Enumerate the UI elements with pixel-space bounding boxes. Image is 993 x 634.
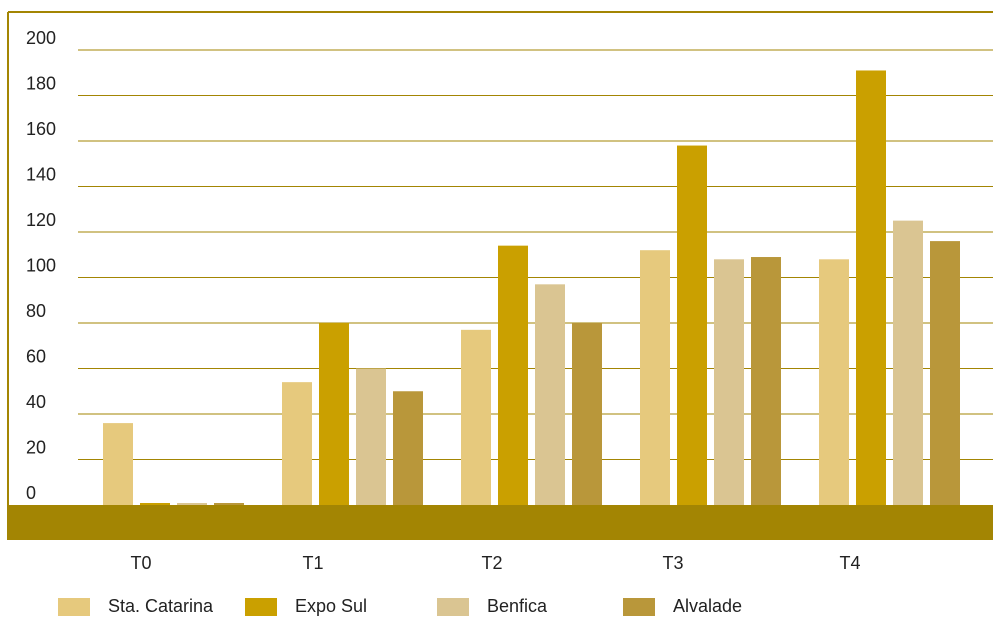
y-tick-label: 60 xyxy=(26,347,46,367)
y-tick-label: 40 xyxy=(26,392,46,412)
bar xyxy=(893,220,923,508)
bar xyxy=(930,241,960,508)
legend-swatch xyxy=(623,597,655,616)
legend-label: Expo Sul xyxy=(295,596,368,616)
x-tick-label: T0 xyxy=(130,553,151,573)
y-tick-label: 80 xyxy=(26,301,46,321)
y-axis-ticks: 0 20 40 60 80 100 120 140 160 180 200 xyxy=(26,28,56,503)
legend-item: Sta. Catarina xyxy=(58,596,213,617)
legend-swatch xyxy=(245,597,277,616)
x-axis-ticks: T0 T1 T2 T3 T4 xyxy=(130,553,860,573)
baseline-band-rect xyxy=(8,505,993,540)
bars xyxy=(103,70,960,509)
bar xyxy=(819,259,849,508)
baseline-band xyxy=(8,505,993,540)
bar xyxy=(282,382,312,508)
legend-swatch xyxy=(437,597,469,616)
legend-swatch xyxy=(58,597,90,616)
y-tick-label: 140 xyxy=(26,165,56,185)
y-tick-label: 120 xyxy=(26,210,56,230)
y-tick-label: 20 xyxy=(26,438,46,458)
bar xyxy=(677,145,707,509)
bar xyxy=(356,368,386,508)
chart-frame xyxy=(7,11,993,540)
x-tick-label: T4 xyxy=(839,553,860,573)
y-tick-label: 160 xyxy=(26,119,56,139)
x-tick-label: T1 xyxy=(302,553,323,573)
legend-label: Benfica xyxy=(487,596,548,616)
bar xyxy=(751,257,781,508)
bar xyxy=(535,284,565,508)
y-tick-label: 180 xyxy=(26,74,56,94)
bar xyxy=(714,259,744,508)
bar xyxy=(461,329,491,508)
bar xyxy=(572,323,602,508)
x-tick-label: T2 xyxy=(481,553,502,573)
bar xyxy=(498,245,528,508)
legend-item: Alvalade xyxy=(623,596,742,617)
y-tick-label: 100 xyxy=(26,256,56,276)
legend-label: Alvalade xyxy=(673,596,743,616)
bar xyxy=(393,391,423,508)
bar xyxy=(856,70,886,508)
legend-item: Expo Sul xyxy=(245,596,367,617)
bar xyxy=(640,250,670,508)
x-tick-label: T3 xyxy=(662,553,683,573)
legend-label: Sta. Catarina xyxy=(108,596,214,616)
bar xyxy=(319,323,349,508)
legend: Sta. Catarina Expo Sul Benfica Alvalade xyxy=(0,596,993,626)
legend-item: Benfica xyxy=(437,596,547,617)
y-tick-label: 0 xyxy=(26,483,36,503)
y-tick-label: 200 xyxy=(26,28,56,48)
bar xyxy=(103,423,133,508)
